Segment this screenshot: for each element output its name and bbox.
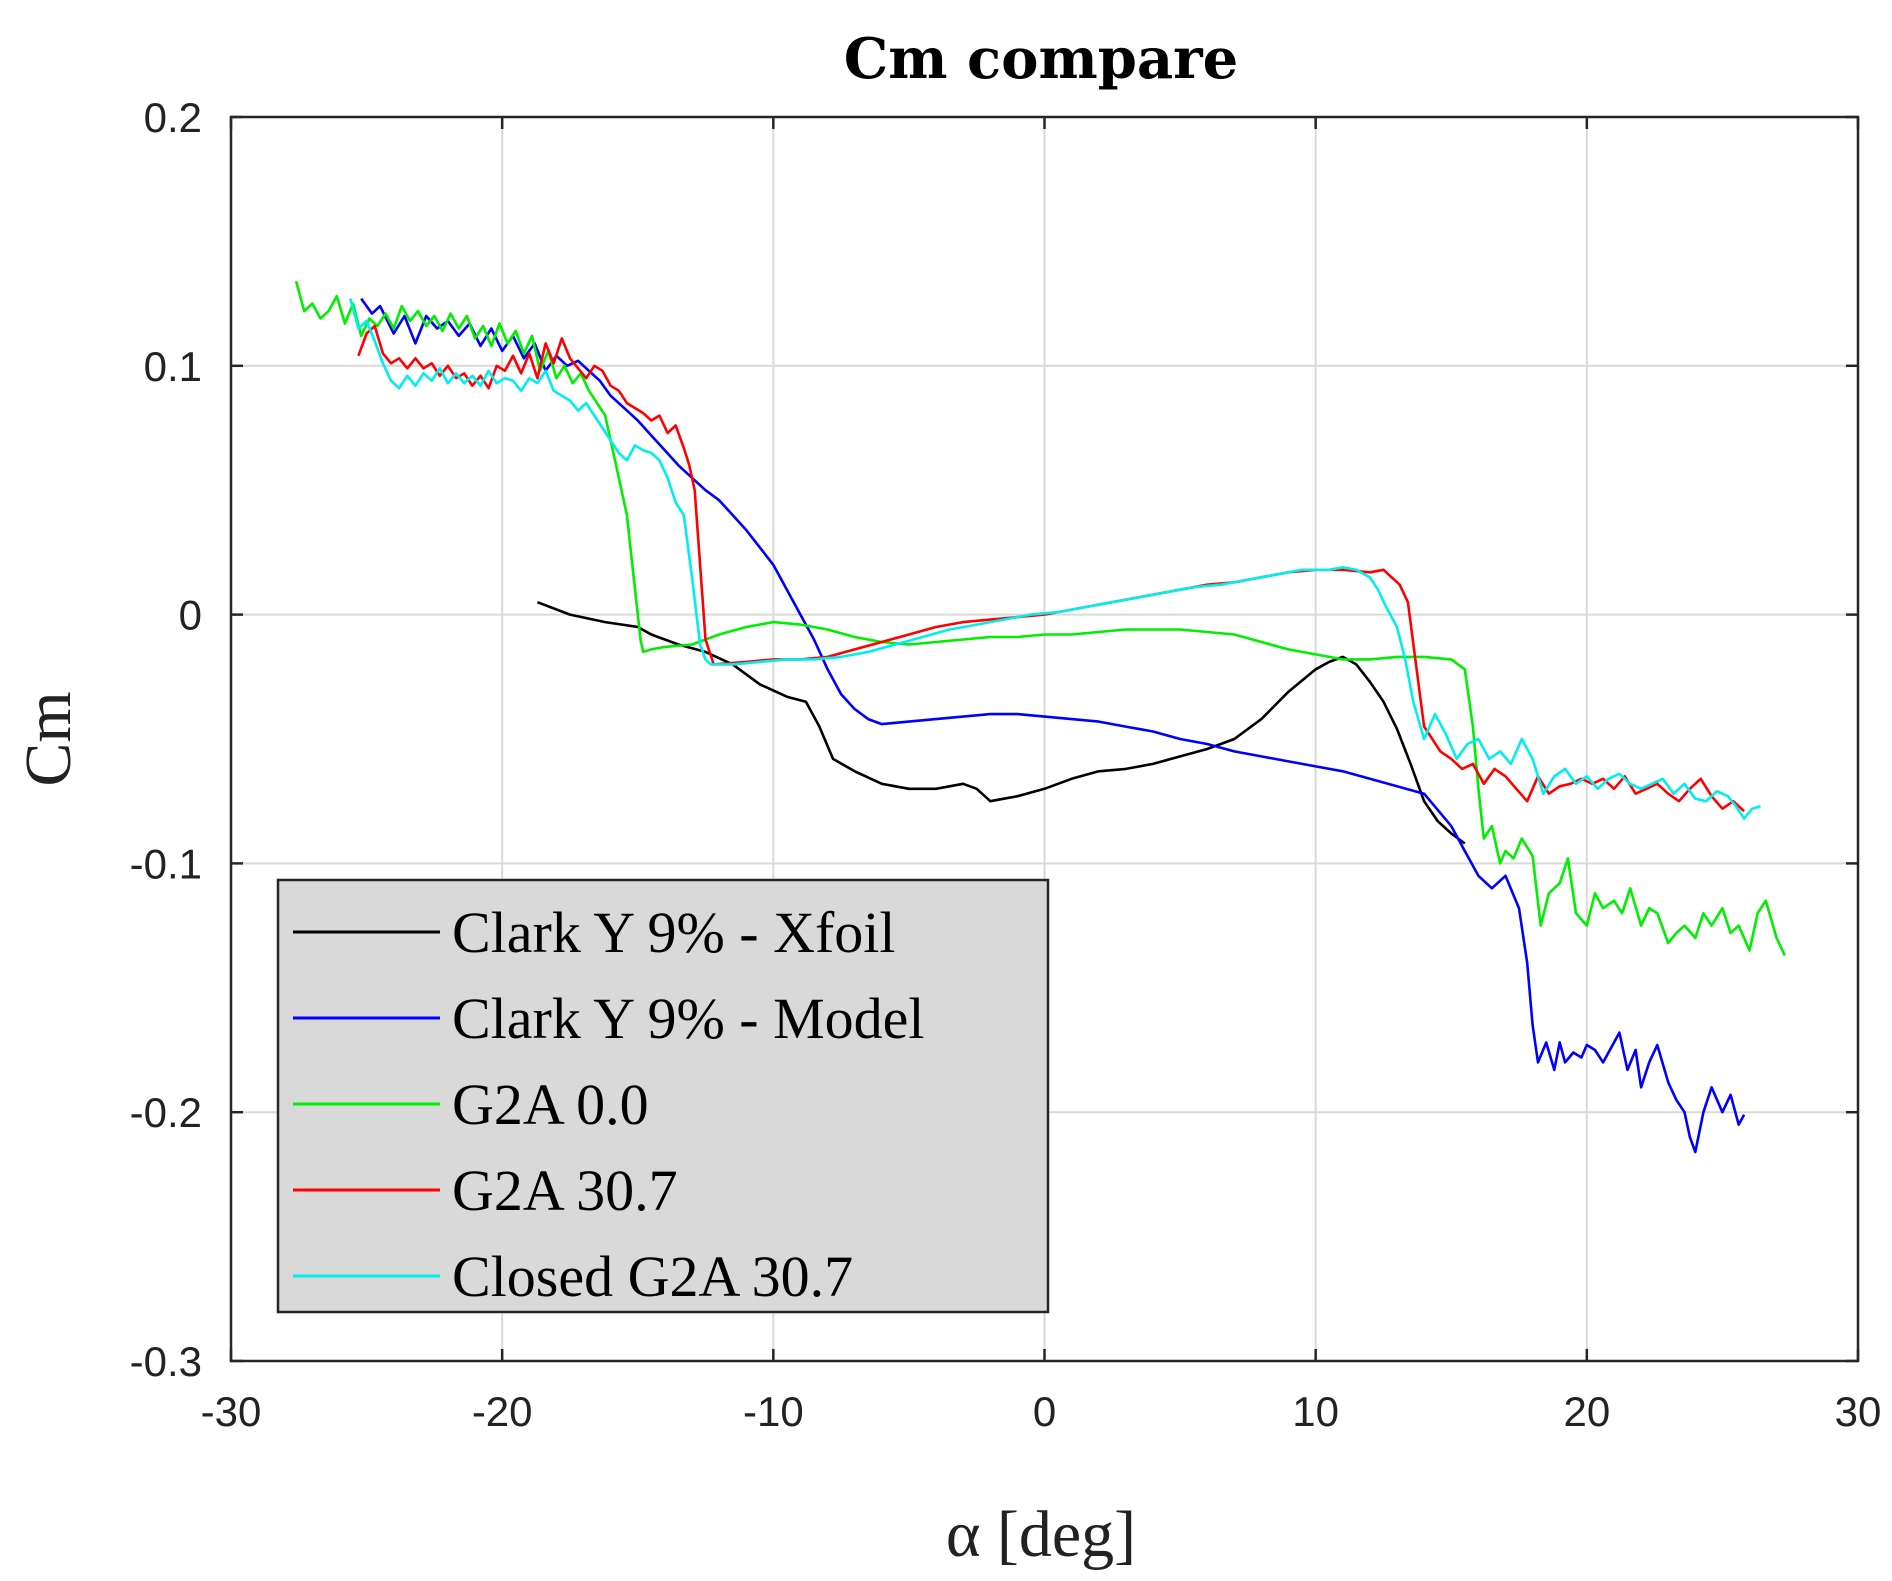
chart-title: Cm compare [844,26,1239,92]
x-tick-label: 0 [1033,1388,1056,1435]
series-line-4 [349,298,1761,820]
y-axis-label: Cm [12,691,85,786]
x-tick-label: 10 [1292,1388,1339,1435]
series-line-0 [536,600,1466,845]
x-tick-label: -10 [743,1388,804,1435]
y-tick-label: -0.2 [130,1089,202,1136]
x-tick-label: -30 [201,1388,262,1435]
y-tick-label: 0.1 [144,343,202,390]
series-line-2 [294,280,1786,957]
series-layer [294,280,1786,1154]
legend-label-4: Closed G2A 30.7 [452,1244,853,1309]
series-line-1 [360,297,1746,1154]
legend-label-1: Clark Y 9% - Model [452,986,925,1051]
x-tick-label: -20 [472,1388,533,1435]
x-axis-label: α [deg] [946,1498,1136,1571]
legend-label-0: Clark Y 9% - Xfoil [452,900,896,965]
series-line-3 [357,324,1745,813]
y-tick-label: -0.1 [130,840,202,887]
x-tick-label: 20 [1563,1388,1610,1435]
legend-box [276,878,1050,1314]
legend: Clark Y 9% - Xfoil Clark Y 9% - Model G2A … [276,878,1050,1314]
y-tick-label: 0 [179,592,202,639]
y-tick-label: 0.2 [144,94,202,141]
legend-label-2: G2A 0.0 [452,1072,649,1137]
x-tick-label: 30 [1835,1388,1882,1435]
legend-label-3: G2A 30.7 [452,1158,678,1223]
axis-ticks: -30 -20 -10 0 10 20 30 -0.3 -0.2 -0.1 0 0.1 0.2 [130,94,1882,1435]
y-tick-label: -0.3 [130,1338,202,1385]
